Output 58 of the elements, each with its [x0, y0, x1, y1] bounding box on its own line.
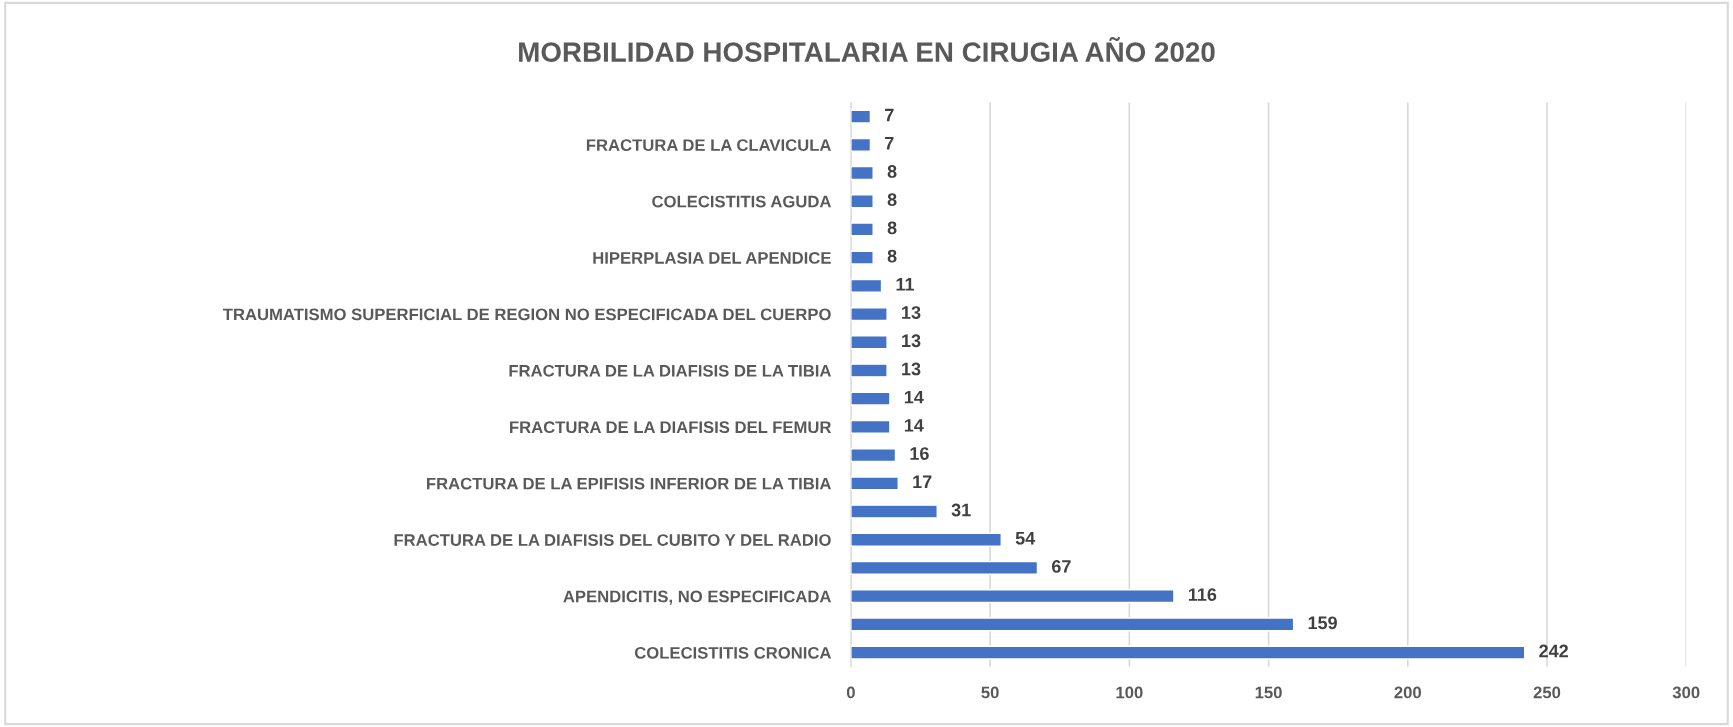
bar	[850, 476, 899, 491]
bar	[850, 391, 891, 406]
bar	[850, 448, 897, 463]
y-tick-label: FRACTURA DE LA DIAFISIS DEL CUBITO Y DEL RADIO	[394, 534, 831, 546]
data-label: 67	[1052, 559, 1071, 573]
bar	[850, 109, 872, 124]
bar	[850, 137, 872, 152]
data-label: 13	[902, 334, 921, 348]
y-tick-label: COLECISTITIS CRONICA	[634, 646, 832, 659]
bar	[850, 419, 891, 434]
data-label: 7	[885, 108, 894, 122]
data-label: 54	[1015, 531, 1036, 545]
chart-title: MORBILIDAD HOSPITALARIA EN CIRUGIA AÑO 2020	[519, 36, 1215, 62]
y-tick-label: FRACTURA DE LA CLAVICULA	[586, 139, 832, 152]
data-label: 242	[1539, 644, 1569, 658]
x-tick-label: 50	[981, 686, 999, 699]
bar	[850, 278, 883, 293]
bar	[850, 589, 1175, 604]
bar	[850, 645, 1526, 660]
data-label: 13	[902, 362, 921, 376]
y-tick-label: COLECISTITIS AGUDA	[652, 195, 832, 208]
x-tick-label: 200	[1394, 686, 1421, 699]
data-label: 17	[913, 475, 932, 488]
data-label: 159	[1308, 616, 1337, 630]
data-label: 8	[887, 249, 897, 263]
data-label: 8	[887, 165, 897, 178]
y-tick-label: FRACTURA DE LA EPIFISIS INFERIOR DE LA TIBIA	[427, 477, 832, 490]
x-tick-label: 300	[1672, 686, 1700, 699]
bar	[850, 504, 938, 519]
data-label: 14	[904, 390, 924, 404]
data-label: 8	[887, 193, 897, 207]
data-label: 7	[885, 137, 894, 150]
y-tick-label: FRACTURA DE LA DIAFISIS DE LA TIBIA	[509, 364, 832, 377]
bar	[850, 222, 874, 237]
bar	[850, 335, 888, 350]
data-label: 14	[904, 419, 924, 432]
y-tick-label: APENDICITIS, NO ESPECIFICADA	[563, 590, 832, 605]
data-label: 8	[887, 221, 897, 235]
x-tick-label: 100	[1116, 686, 1143, 699]
data-label: 11	[896, 278, 915, 291]
bar	[850, 307, 888, 322]
x-tick-label: 0	[846, 686, 855, 699]
data-label: 16	[910, 447, 929, 460]
x-tick-label: 250	[1533, 686, 1561, 699]
bar	[850, 532, 1002, 547]
bar	[850, 617, 1295, 632]
bar	[850, 165, 874, 181]
bar	[850, 194, 874, 209]
y-tick-label: HIPERPLASIA DEL APENDICE	[593, 252, 831, 264]
data-label: 116	[1188, 588, 1217, 601]
data-label: 13	[902, 306, 921, 319]
y-tick-label: FRACTURA DE LA DIAFISIS DEL FEMUR	[510, 421, 832, 434]
x-tick-label: 150	[1255, 686, 1282, 699]
bar	[850, 363, 888, 378]
bar	[850, 560, 1039, 575]
data-label: 31	[951, 503, 971, 517]
y-tick-label: TRAUMATISMO SUPERFICIAL DE REGION NO ESPECIFICADA DEL CUERPO	[222, 308, 831, 321]
bar	[850, 250, 874, 265]
